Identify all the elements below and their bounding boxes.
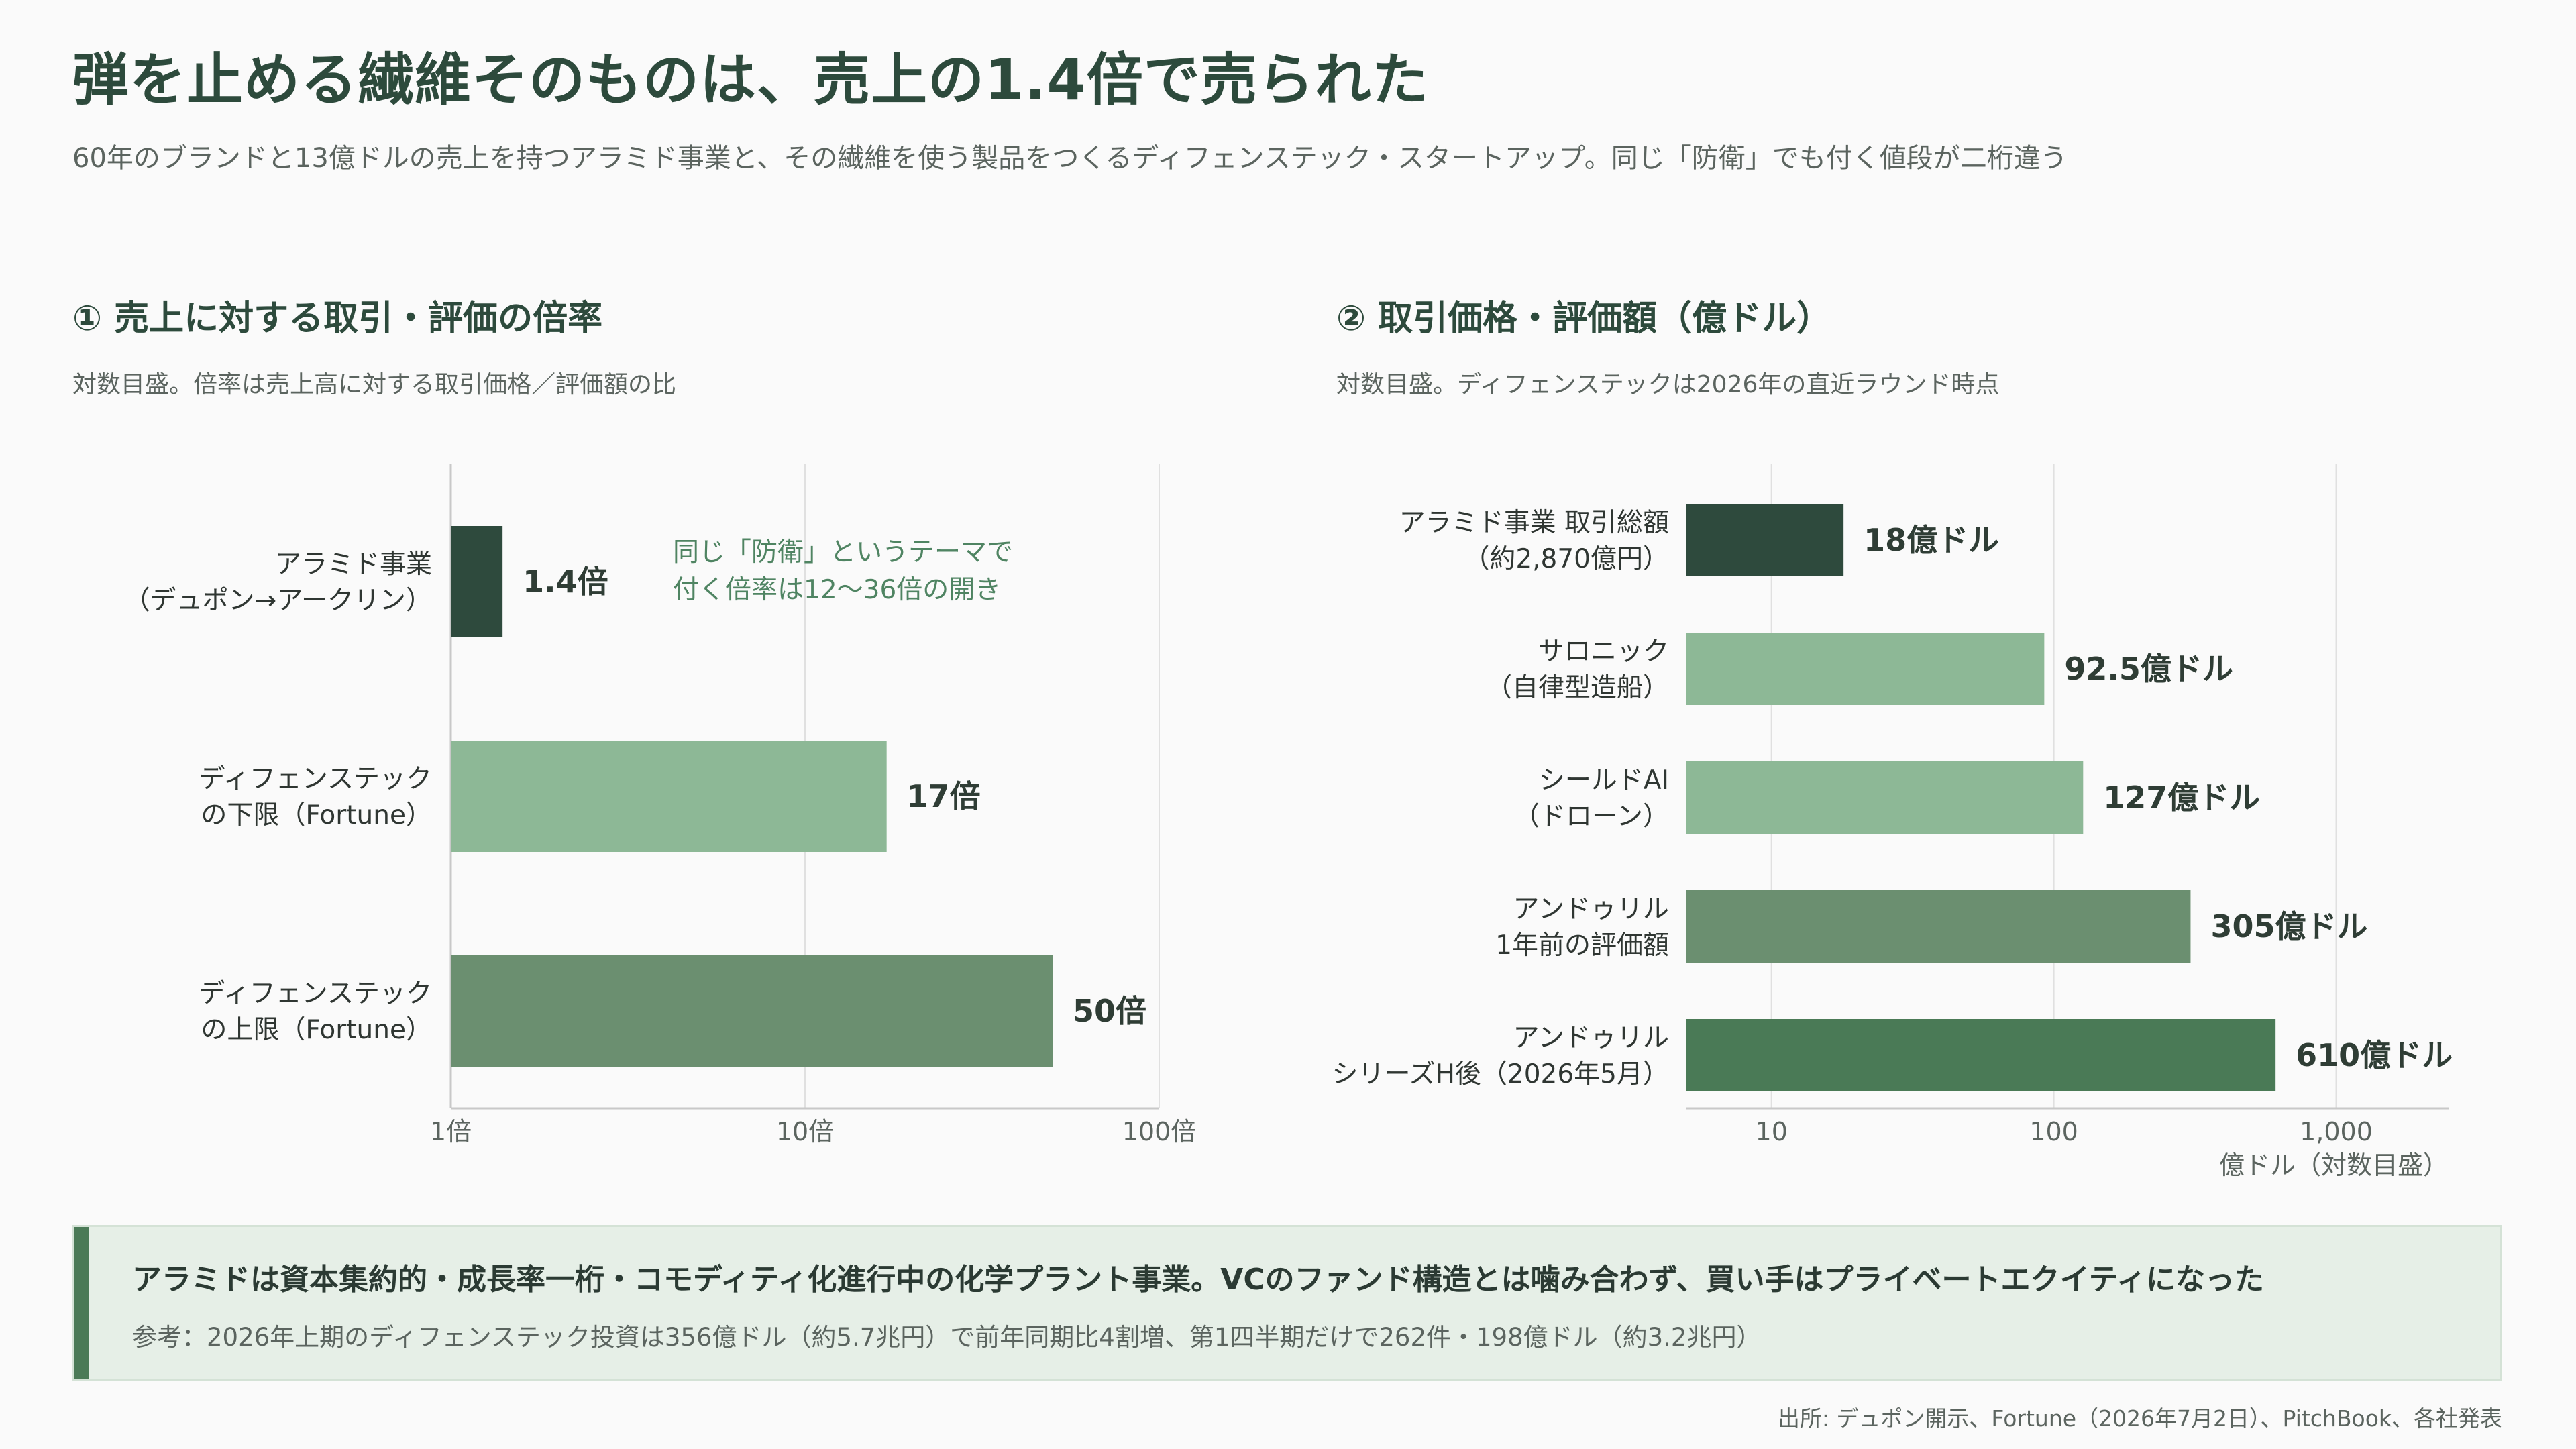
- value-category-label: アンドゥリル: [1513, 894, 1669, 924]
- value-tick-label: 100: [2029, 1117, 2078, 1146]
- value-bar: [1686, 761, 2084, 834]
- value-value-label: 610億ドル: [2296, 1037, 2453, 1073]
- multiple-category-label: ディフェンステック: [199, 979, 433, 1009]
- annotation-text: 同じ「防衛」というテーマで: [673, 537, 1013, 568]
- multiple-bar: [451, 526, 503, 637]
- value-value-label: 127億ドル: [2103, 780, 2260, 816]
- value-value-label: 18億ドル: [1864, 522, 1999, 558]
- multiple-bar: [451, 955, 1053, 1067]
- conclusion-callout: アラミドは資本集約的・成長率一桁・コモディティ化進行中の化学プラント事業。VCの…: [72, 1225, 2502, 1381]
- value-tick-label: 10: [1756, 1117, 1788, 1146]
- value-category-label: サロニック: [1538, 637, 1669, 667]
- multiple-category-label: ディフェンステック: [199, 764, 433, 794]
- callout-reference-text: 参考：2026年上期のディフェンステック投資は356億ドル（約5.7兆円）で前年…: [132, 1323, 1762, 1352]
- value-category-label: シリーズH後（2026年5月）: [1332, 1059, 1669, 1089]
- value-category-label: アラミド事業 取引総額: [1399, 508, 1669, 538]
- multiple-bar-chart: 1倍 10倍 100倍1.4倍アラミド事業（デュポン→アークリン）17倍ディフェンス…: [124, 464, 1197, 1146]
- value-category-label: （ドローン）: [1513, 802, 1669, 832]
- multiple-tick-label: 100倍: [1122, 1117, 1197, 1146]
- multiple-tick-label: 10倍: [776, 1117, 834, 1146]
- value-bar: [1686, 890, 2191, 963]
- value-tick-label: 1,000: [2300, 1117, 2373, 1146]
- callout-accent-bar: [74, 1227, 89, 1379]
- value-category-label: アンドゥリル: [1513, 1023, 1669, 1053]
- callout-main-text: アラミドは資本集約的・成長率一桁・コモディティ化進行中の化学プラント事業。VCの…: [132, 1263, 2265, 1297]
- source-note: 出所: デュポン開示、Fortune（2026年7月2日）、PitchBook、…: [1777, 1405, 2502, 1432]
- multiple-value-label: 50倍: [1073, 993, 1146, 1029]
- value-bar: [1686, 1019, 2276, 1091]
- page-subtitle: 60年のブランドと13億ドルの売上を持つアラミド事業と、その繊維を使う製品をつく…: [72, 143, 2068, 174]
- multiple-tick-label: 1倍: [430, 1117, 472, 1146]
- multiple-value-label: 17倍: [907, 778, 981, 814]
- multiple-category-label: アラミド事業: [275, 549, 432, 580]
- value-category-label: シールドAI: [1539, 765, 1669, 796]
- value-category-label: 1年前の評価額: [1495, 930, 1669, 961]
- multiple-category-label: （デュポン→アークリン）: [124, 586, 432, 616]
- value-value-label: 305億ドル: [2210, 908, 2367, 945]
- annotation-text: 付く倍率は12〜36倍の開き: [673, 575, 1001, 605]
- panel2-note: 対数目盛。ディフェンステックは2026年の直近ラウンド時点: [1336, 371, 2000, 398]
- panel1-title: ① 売上に対する取引・評価の倍率: [72, 299, 603, 339]
- value-category-label: （自律型造船）: [1486, 673, 1669, 703]
- page-title: 弾を止める繊維そのものは、売上の1.4倍で売られた: [72, 47, 1429, 113]
- multiple-category-label: の上限（Fortune）: [201, 1015, 432, 1045]
- multiple-value-label: 1.4倍: [523, 564, 608, 600]
- value-bar-chart: 10 100 1,000 18億ドル アラミド事業 取引総額 （約2,870億円） 92.5…: [1332, 464, 2453, 1180]
- value-category-label: （約2,870億円）: [1463, 544, 1669, 574]
- multiple-category-label: の下限（Fortune）: [201, 800, 432, 830]
- value-bar: [1686, 633, 2045, 705]
- value-value-label: 92.5億ドル: [2064, 651, 2233, 687]
- axis-unit-label: 億ドル（対数目盛）: [2219, 1150, 2449, 1180]
- panel2-title: ② 取引価格・評価額（億ドル）: [1336, 299, 1832, 339]
- panel1-note: 対数目盛。倍率は売上高に対する取引価格／評価額の比: [72, 371, 677, 398]
- multiple-bar: [451, 741, 887, 852]
- value-bar: [1686, 504, 1844, 576]
